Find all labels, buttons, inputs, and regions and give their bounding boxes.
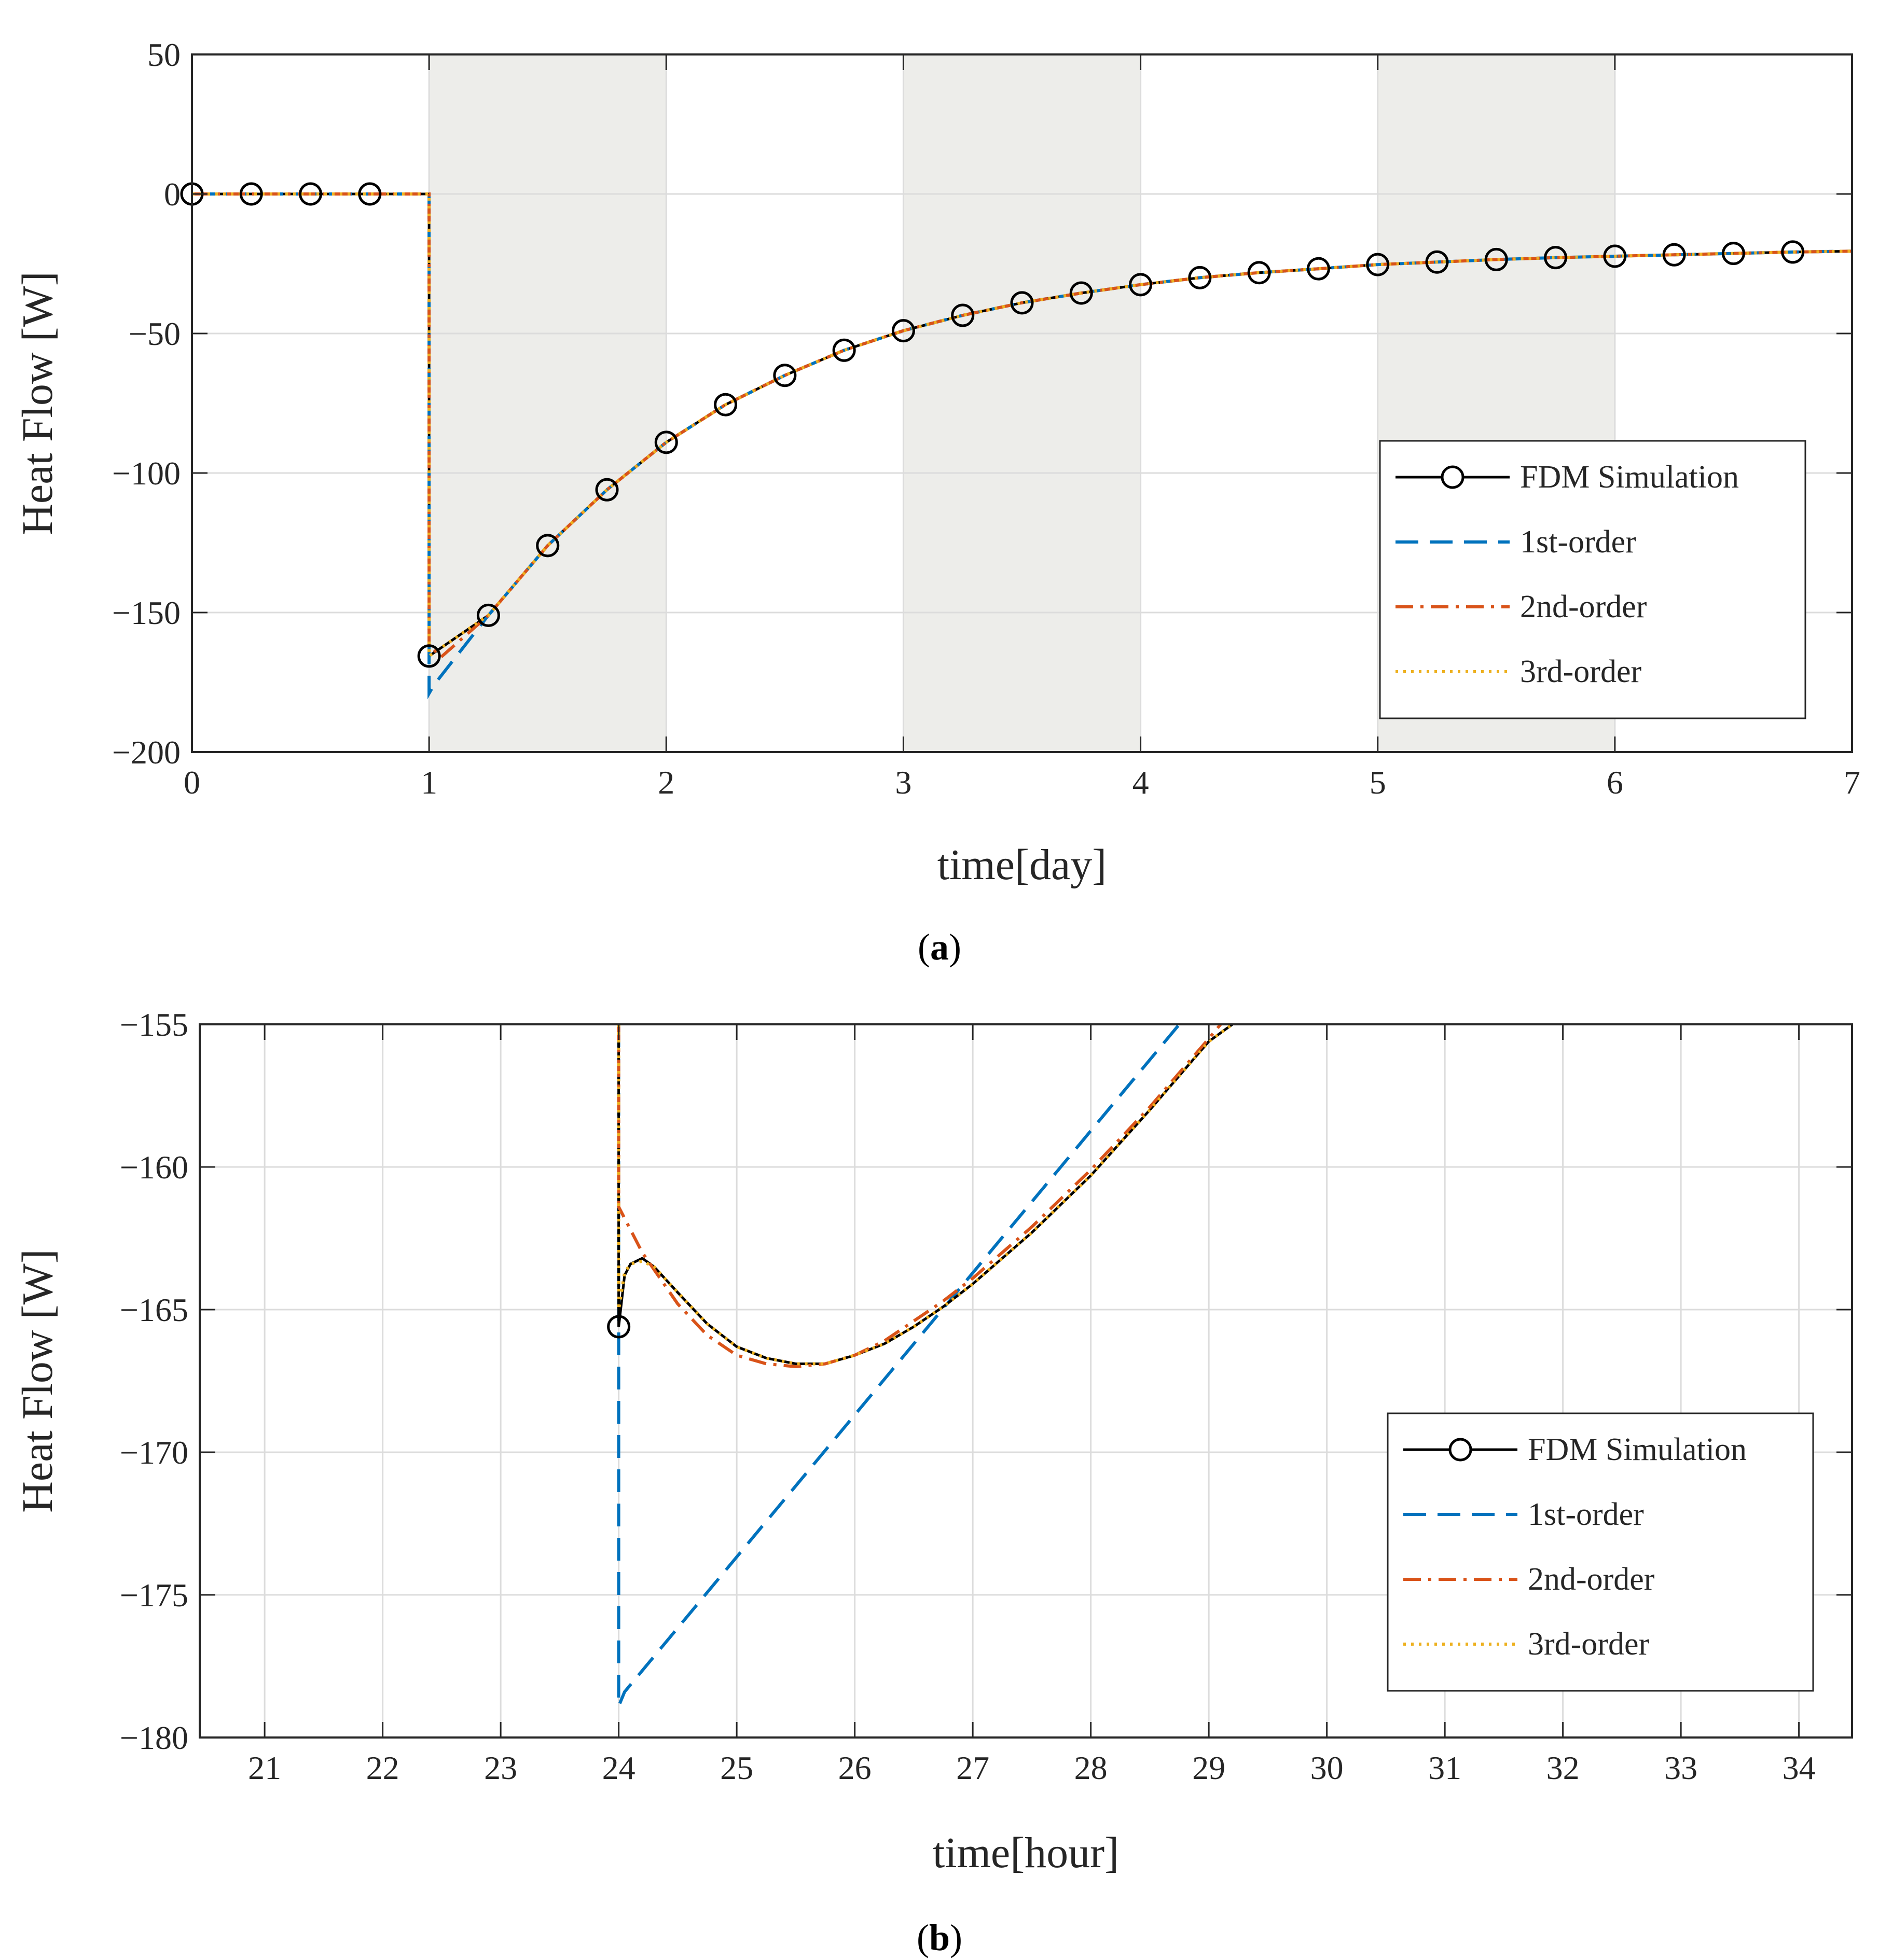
legend-marker (1441, 465, 1464, 489)
legend: FDM Simulation 1st-order 2nd-order 3rd-orde… (1379, 440, 1806, 719)
x-tick-label: 26 (838, 1749, 872, 1786)
data-point-marker (654, 430, 678, 454)
series-line-2nd-order (617, 1023, 1222, 1369)
legend-label: 3rd-order (1528, 1627, 1649, 1662)
x-tick-label: 21 (248, 1749, 281, 1786)
shaded-interval (429, 54, 667, 752)
y-tick-label: −100 (112, 455, 181, 492)
y-tick-label: −180 (120, 1719, 188, 1756)
data-point-marker (832, 338, 856, 362)
legend: FDM Simulation 1st-order 2nd-order 3rd-orde… (1387, 1412, 1814, 1692)
x-tick-label: 5 (1370, 764, 1386, 801)
data-point-marker (1129, 273, 1153, 297)
y-axis-title: Heat Flow [W] (13, 1249, 62, 1513)
x-tick-label: 32 (1546, 1749, 1580, 1786)
legend-label: 3rd-order (1520, 654, 1641, 689)
x-tick-label: 7 (1844, 764, 1860, 801)
y-tick-label: −165 (120, 1291, 188, 1328)
data-point-marker (607, 1315, 631, 1339)
legend-marker (1448, 1438, 1472, 1462)
data-point-marker (1781, 240, 1805, 264)
x-tick-label: 6 (1607, 764, 1623, 801)
x-tick-label: 33 (1664, 1749, 1697, 1786)
x-tick-label: 31 (1428, 1749, 1461, 1786)
data-point-marker (773, 364, 797, 387)
data-point-marker (299, 182, 323, 206)
data-point-marker (1603, 244, 1627, 268)
data-point-marker (1721, 242, 1745, 266)
data-point-marker (417, 644, 441, 668)
y-tick-label: −200 (112, 734, 181, 771)
data-point-marker (595, 478, 619, 502)
shaded-interval (903, 54, 1141, 752)
series-line-1st-order (617, 1023, 1181, 1707)
x-tick-label: 30 (1310, 1749, 1344, 1786)
x-tick-label: 28 (1074, 1749, 1108, 1786)
data-point-marker (891, 319, 915, 343)
x-tick-label: 25 (720, 1749, 753, 1786)
x-tick-label: 3 (895, 764, 911, 801)
data-point-marker (536, 534, 560, 558)
data-point-marker (1010, 291, 1034, 315)
data-point-marker (1662, 243, 1686, 267)
x-axis-title: time[hour] (933, 1829, 1119, 1877)
data-point-marker (714, 393, 738, 416)
data-point-marker (1425, 250, 1449, 274)
data-point-marker (358, 182, 382, 206)
x-tick-label: 24 (602, 1749, 635, 1786)
data-point-marker (1544, 246, 1568, 270)
x-tick-label: 29 (1192, 1749, 1225, 1786)
series-line-3rd-order (192, 192, 1852, 659)
x-tick-label: 0 (184, 764, 200, 801)
data-layer (617, 1023, 1234, 1707)
data-point-marker (951, 303, 975, 327)
x-tick-label: 1 (421, 764, 437, 801)
legend-label: 2nd-order (1520, 589, 1647, 624)
x-tick-label: 22 (366, 1749, 399, 1786)
caption-a: (a) (918, 926, 961, 968)
caption-b: (b) (917, 1917, 962, 1958)
x-tick-label: 27 (956, 1749, 989, 1786)
data-point-marker (476, 603, 500, 627)
axes-frame (191, 53, 1853, 753)
y-tick-label: −50 (129, 315, 181, 352)
y-tick-label: 50 (147, 36, 181, 73)
x-axis-title: time[day] (937, 841, 1107, 889)
y-axis-title: Heat Flow [W] (13, 271, 62, 535)
y-tick-label: −175 (120, 1577, 188, 1614)
x-tick-label: 23 (484, 1749, 517, 1786)
data-point-marker (1188, 266, 1212, 289)
data-point-marker (1484, 247, 1508, 271)
axes-frame (199, 1023, 1853, 1739)
y-tick-label: −170 (120, 1434, 188, 1471)
data-point-marker (1247, 261, 1271, 285)
data-point-marker (239, 182, 263, 206)
y-tick-label: −160 (120, 1149, 188, 1186)
data-layer (192, 192, 1852, 700)
legend-label: FDM Simulation (1528, 1432, 1747, 1467)
data-point-marker (1069, 281, 1093, 305)
y-tick-label: −150 (112, 594, 181, 631)
legend-label: 1st-order (1520, 524, 1636, 560)
legend-label: 2nd-order (1528, 1562, 1655, 1597)
x-tick-label: 2 (658, 764, 674, 801)
legend-label: FDM Simulation (1520, 460, 1739, 495)
x-tick-label: 4 (1132, 764, 1149, 801)
panel-a: 0 1 2 3 4 5 6 7 50 0 −50 −100 −150 −200 time[day] Heat … (13, 36, 1860, 889)
y-tick-label: −155 (120, 1006, 188, 1043)
x-tick-label: 34 (1783, 1749, 1816, 1786)
y-tick-label: 0 (164, 176, 181, 213)
legend-label: 1st-order (1528, 1497, 1644, 1532)
panel-b: 21 22 23 24 25 26 27 28 29 30 31 32 33 34 −155 −160 −165… (13, 1006, 1853, 1877)
data-point-marker (1366, 253, 1390, 276)
data-point-marker (1306, 257, 1330, 281)
